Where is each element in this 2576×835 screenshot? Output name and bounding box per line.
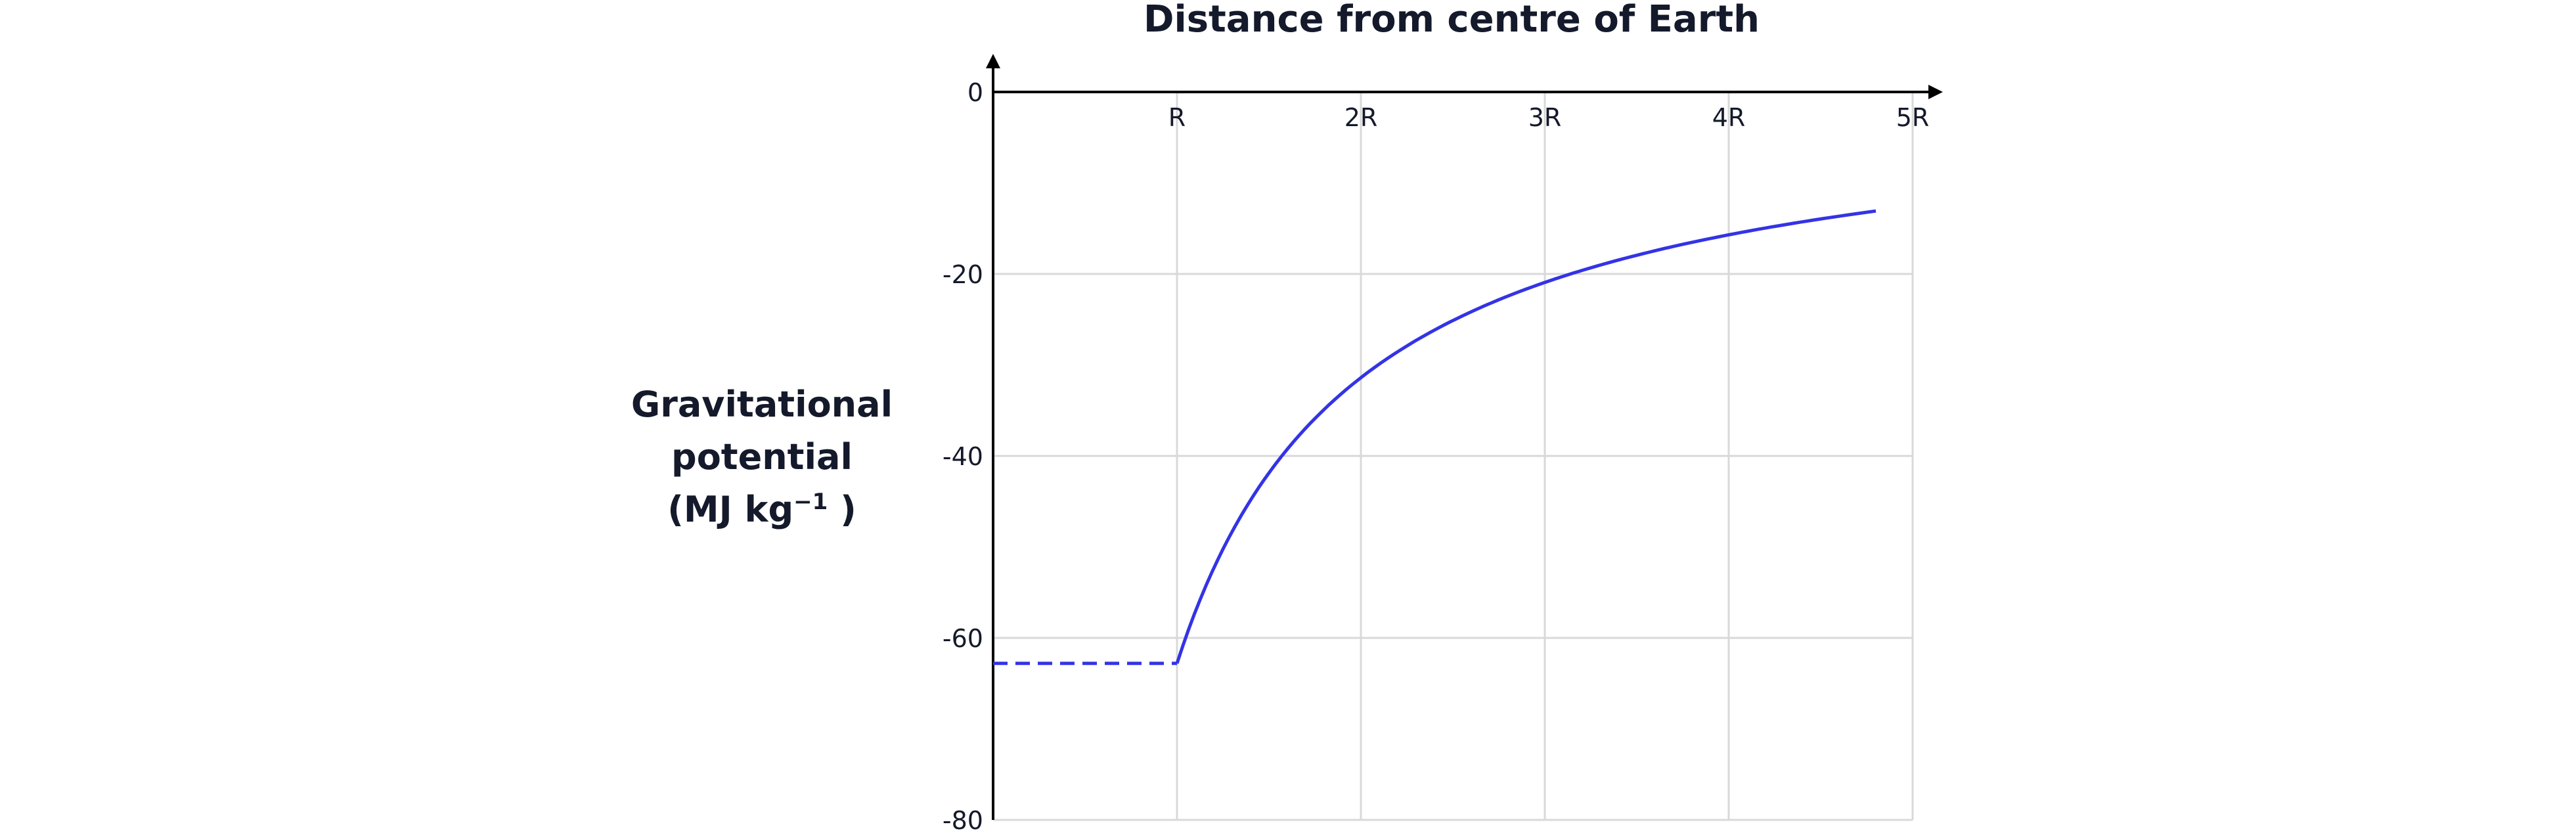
chart-title: Distance from centre of Earth bbox=[1144, 0, 1760, 41]
y-tick-label-3: -60 bbox=[943, 624, 983, 653]
tick-labels: R 2R 3R 4R 5R 0 -20 -40 -60 -80 bbox=[943, 78, 1929, 835]
y-tick-label-1: -20 bbox=[943, 260, 983, 289]
x-axis-arrow bbox=[1928, 85, 1943, 99]
y-axis-label-line2: potential bbox=[671, 436, 853, 478]
x-tick-label-4R: 4R bbox=[1712, 103, 1746, 132]
y-tick-label-2: -40 bbox=[943, 442, 983, 471]
axes bbox=[986, 54, 1943, 820]
x-tick-label-2R: 2R bbox=[1344, 103, 1378, 132]
y-axis-label: Gravitational potential (MJ kg−1 ) bbox=[604, 378, 920, 536]
x-tick-label-3R: 3R bbox=[1528, 103, 1562, 132]
y-axis-unit-suffix: ) bbox=[828, 489, 856, 530]
y-tick-label-4: -80 bbox=[943, 806, 983, 835]
x-tick-label-R: R bbox=[1168, 103, 1186, 132]
grid bbox=[993, 92, 1914, 821]
y-axis-label-line1: Gravitational bbox=[631, 384, 893, 425]
y-axis-arrow bbox=[986, 54, 1000, 68]
y-axis-unit-exponent: −1 bbox=[793, 489, 828, 515]
y-tick-label-0: 0 bbox=[967, 78, 983, 107]
potential-curve bbox=[1175, 209, 1876, 664]
series bbox=[993, 209, 1876, 666]
x-tick-label-5R: 5R bbox=[1896, 103, 1930, 132]
y-axis-unit-prefix: (MJ kg bbox=[667, 489, 794, 530]
y-axis-label-line3: (MJ kg−1 ) bbox=[604, 484, 920, 536]
